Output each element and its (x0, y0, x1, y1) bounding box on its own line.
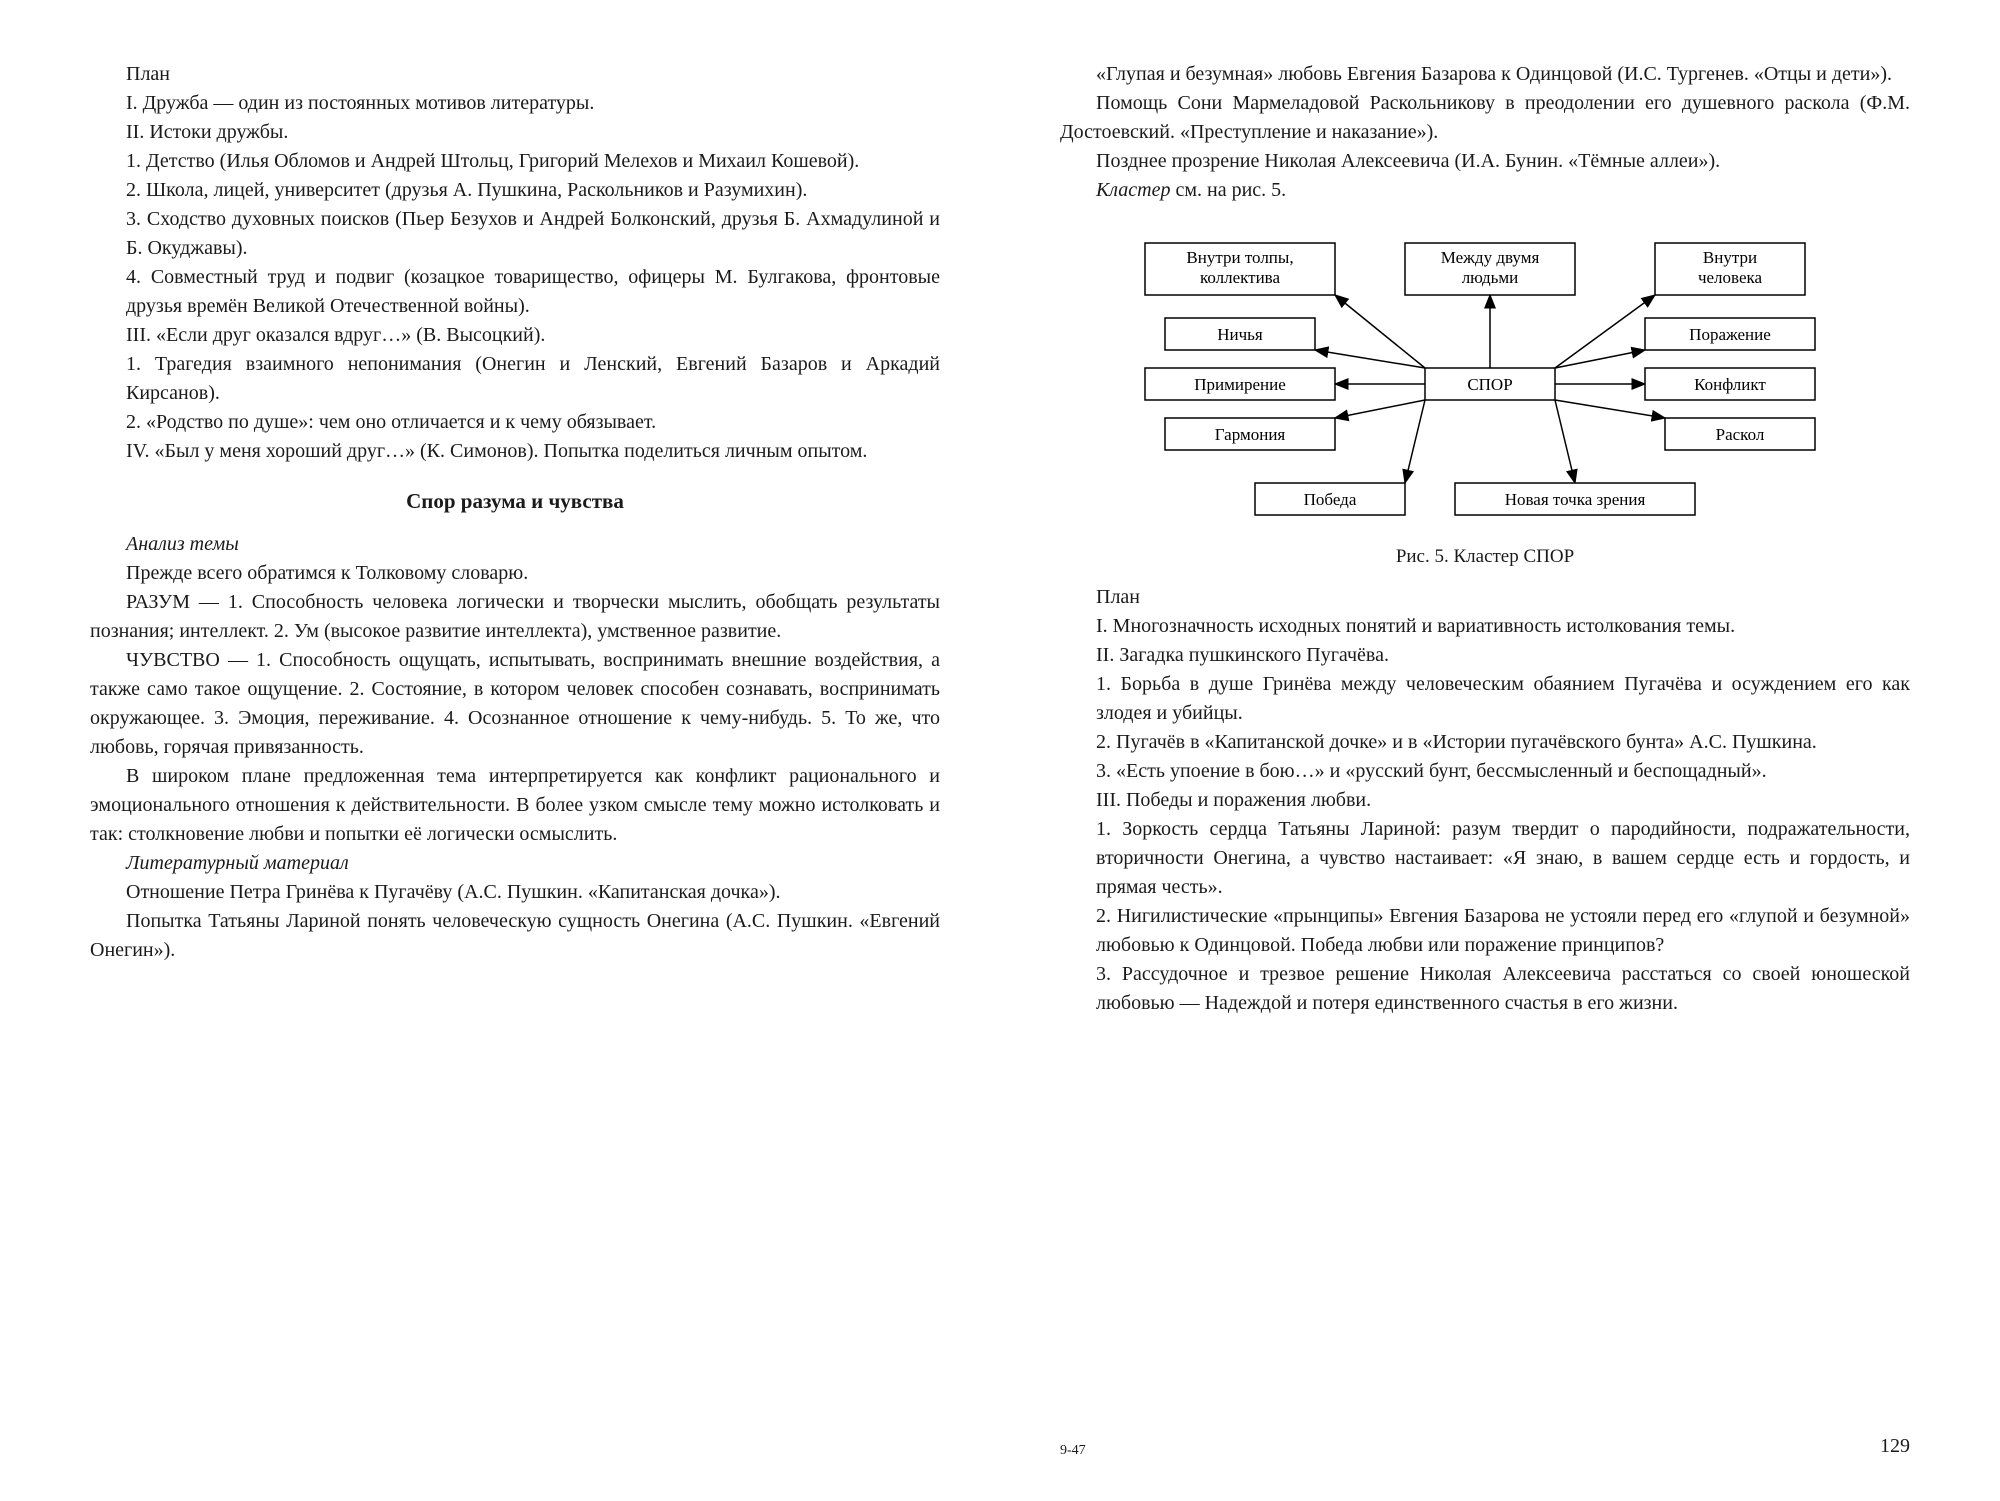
diagram-caption: Рис. 5. Кластер СПОР (1060, 543, 1910, 571)
right-p3: Позднее прозрение Николая Алексеевича (И… (1060, 147, 1910, 176)
plan-I: I. Дружба — один из постоянных мотивов л… (90, 89, 940, 118)
cluster-svg: СПОР Внутри толпы,коллектива Между двумялю… (1065, 223, 1905, 533)
plan-II: II. Истоки дружбы. (90, 118, 940, 147)
plan-II-4: 4. Совместный труд и подвиг (козацкое то… (90, 263, 940, 321)
plan-r-II: II. Загадка пушкинского Пугачёва. (1060, 641, 1910, 670)
plan-r-II-2: 2. Пугачёв в «Капитанской дочке» и в «Ис… (1060, 728, 1910, 757)
right-p1: «Глупая и безумная» любовь Евгения Базар… (1060, 60, 1910, 89)
plan-r-II-3: 3. «Есть упоение в бою…» и «русский бунт… (1060, 757, 1910, 786)
left-p2: РАЗУМ — 1. Способность человека логическ… (90, 588, 940, 646)
plan-r-III-2: 2. Нигилистические «прынципы» Евгения Ба… (1060, 902, 1910, 960)
plan-label-r: План (1060, 583, 1910, 612)
plan-II-2: 2. Школа, лицей, университет (друзья А. … (90, 176, 940, 205)
plan-r-II-1: 1. Борьба в душе Гринёва между человечес… (1060, 670, 1910, 728)
left-page: План I. Дружба — один из постоянных моти… (0, 0, 1000, 1501)
left-p3: ЧУВСТВО — 1. Способность ощущать, испыты… (90, 646, 940, 762)
svg-text:Примирение: Примирение (1194, 375, 1286, 394)
plan-II-3: 3. Сходство духовных поисков (Пьер Безух… (90, 205, 940, 263)
right-page: «Глупая и безумная» любовь Евгения Базар… (1000, 0, 2000, 1501)
cluster-rest: см. на рис. 5. (1170, 179, 1286, 201)
right-p4: Кластер см. на рис. 5. (1060, 176, 1910, 205)
svg-text:человека: человека (1698, 268, 1763, 287)
plan-III-1: 1. Трагедия взаимного непонимания (Онеги… (90, 350, 940, 408)
plan-r-I: I. Многозначность исходных понятий и вар… (1060, 612, 1910, 641)
plan-IV: IV. «Был у меня хороший друг…» (К. Симон… (90, 437, 940, 466)
left-p1: Прежде всего обратимся к Толковому слова… (90, 559, 940, 588)
plan-r-III-1: 1. Зоркость сердца Татьяны Лариной: разу… (1060, 815, 1910, 902)
plan-III-2: 2. «Родство по душе»: чем оно отличается… (90, 408, 940, 437)
cluster-diagram: СПОР Внутри толпы,коллектива Между двумялю… (1060, 223, 1910, 571)
svg-text:Внутри: Внутри (1703, 248, 1757, 267)
svg-text:Новая точка зрения: Новая точка зрения (1505, 490, 1646, 509)
svg-text:Между двумя: Между двумя (1441, 248, 1540, 267)
right-p2: Помощь Сони Мармеладовой Раскольникову в… (1060, 89, 1910, 147)
lit-label: Литературный материал (90, 849, 940, 878)
svg-text:коллектива: коллектива (1200, 268, 1281, 287)
svg-text:Победа: Победа (1304, 490, 1357, 509)
plan-II-1: 1. Детство (Илья Обломов и Андрей Штольц… (90, 147, 940, 176)
section-title: Спор разума и чувства (90, 486, 940, 516)
svg-text:Ничья: Ничья (1217, 325, 1263, 344)
svg-text:людьми: людьми (1462, 268, 1519, 287)
svg-text:Внутри толпы,: Внутри толпы, (1186, 248, 1293, 267)
signature: 9-47 (1060, 1441, 1086, 1461)
page-number: 129 (1880, 1432, 1910, 1461)
left-p5: Отношение Петра Гринёва к Пугачёву (А.С.… (90, 878, 940, 907)
cluster-word: Кластер (1096, 179, 1170, 201)
svg-text:Гармония: Гармония (1215, 425, 1286, 444)
plan-III: III. «Если друг оказался вдруг…» (В. Выс… (90, 321, 940, 350)
svg-text:Поражение: Поражение (1689, 325, 1771, 344)
left-p4: В широком плане предложенная тема интерп… (90, 762, 940, 849)
svg-text:Конфликт: Конфликт (1694, 375, 1766, 394)
plan-r-III-3: 3. Рассудочное и трезвое решение Николая… (1060, 960, 1910, 1018)
svg-text:СПОР: СПОР (1467, 375, 1512, 394)
plan-label: План (90, 60, 940, 89)
plan-r-III: III. Победы и поражения любви. (1060, 786, 1910, 815)
page-spread: План I. Дружба — один из постоянных моти… (0, 0, 2000, 1501)
svg-text:Раскол: Раскол (1716, 425, 1765, 444)
analysis-label: Анализ темы (90, 530, 940, 559)
left-p6: Попытка Татьяны Лариной понять человечес… (90, 907, 940, 965)
